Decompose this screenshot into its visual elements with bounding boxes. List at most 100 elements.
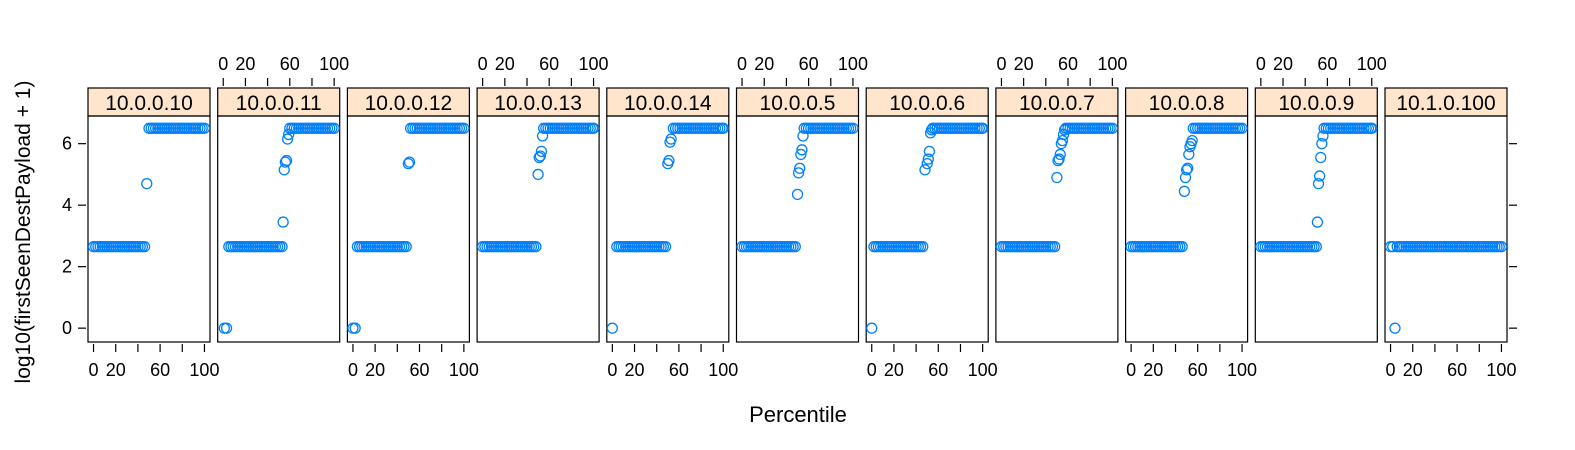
panel-10-0-0-5: 10.0.0.5 0 20 60 100 <box>735 54 868 343</box>
x-tick-label: 60 <box>539 54 559 74</box>
data-point <box>402 158 415 170</box>
data-point <box>1051 171 1063 184</box>
x-tick-label: 60 <box>1188 360 1208 380</box>
data-point <box>1052 154 1064 167</box>
x-tick-label: 20 <box>754 54 774 74</box>
x-tick-label: 20 <box>1014 54 1034 74</box>
data-point <box>977 122 989 134</box>
x-tick-label: 60 <box>280 54 300 74</box>
data-point <box>1315 151 1327 164</box>
data-point <box>218 322 231 334</box>
panel-plot-frame <box>476 115 600 343</box>
x-tick-label: 100 <box>1486 360 1516 380</box>
panel-strip-label: 10.0.0.6 <box>889 92 965 115</box>
panel-plot-frame <box>346 115 470 343</box>
data-point <box>138 241 151 253</box>
data-point <box>530 241 542 253</box>
data-point <box>1317 130 1329 142</box>
panel-strip-label: 10.0.0.9 <box>1278 92 1354 115</box>
panel-strip-label: 10.0.0.13 <box>494 92 582 115</box>
data-point <box>347 322 359 334</box>
x-tick-label: 60 <box>409 360 429 380</box>
x-tick-label: 100 <box>189 360 219 380</box>
panel-plot-frame <box>1254 115 1378 343</box>
panel-plot-frame <box>995 115 1119 343</box>
data-point <box>789 241 801 253</box>
x-tick-label: 20 <box>235 54 255 74</box>
points-group <box>995 122 1119 253</box>
y-axis: 0 2 4 6 <box>62 134 1517 338</box>
data-point <box>1182 162 1194 174</box>
x-tick-label: 60 <box>1447 360 1467 380</box>
x-tick-label: 100 <box>1357 54 1387 74</box>
x-tick-label: 20 <box>625 360 645 380</box>
points-group <box>736 122 859 253</box>
x-tick-label: 20 <box>1403 360 1423 380</box>
data-point <box>587 122 600 134</box>
x-tick-label: 20 <box>1143 360 1163 380</box>
panel-plot-frame <box>735 115 860 343</box>
panel-strip-label: 10.0.0.10 <box>105 92 193 115</box>
panel-strip-label: 10.0.0.5 <box>760 92 836 115</box>
x-tick-label: 0 <box>478 54 488 74</box>
x-tick-label: 60 <box>150 360 170 380</box>
x-tick-label: 0 <box>218 54 228 74</box>
data-point <box>279 156 292 168</box>
panel-plot-frame <box>1124 115 1249 343</box>
points-group <box>476 122 600 253</box>
panel-10-0-0-9: 10.0.0.9 0 20 60 100 <box>1254 54 1387 343</box>
data-point <box>606 322 618 334</box>
x-tick-label: 0 <box>737 54 747 74</box>
x-tick-label: 0 <box>607 360 617 380</box>
panel-strip <box>1384 87 1508 117</box>
data-point <box>1389 322 1401 334</box>
data-point <box>665 133 677 145</box>
data-point <box>794 162 806 174</box>
panel-strip <box>606 87 730 117</box>
points-group <box>218 122 340 334</box>
x-tick-label: 60 <box>799 54 819 74</box>
data-point <box>1056 134 1069 147</box>
data-point <box>659 241 672 253</box>
x-tick-label: 100 <box>1227 360 1257 380</box>
panel-10-1-0-100: 10.1.0.100 0 20 60 100 <box>1384 87 1516 380</box>
x-tick-label: 20 <box>495 54 515 74</box>
panel-plot-frame <box>865 115 989 343</box>
x-tick-label: 20 <box>365 360 385 380</box>
points-group <box>606 122 729 334</box>
panel-plot-frame <box>606 115 730 343</box>
panel-strip <box>217 87 341 117</box>
x-tick-label: 60 <box>669 360 689 380</box>
panel-strip-label: 10.0.0.8 <box>1149 92 1225 115</box>
data-point <box>328 122 340 134</box>
y-tick-label: 0 <box>62 318 72 338</box>
panel-strip <box>476 87 600 117</box>
panel-strip <box>735 87 860 117</box>
data-point <box>1495 241 1508 253</box>
data-point <box>847 122 859 134</box>
data-point <box>663 154 675 167</box>
panel-plot-frame <box>1384 115 1508 343</box>
data-point <box>141 177 153 190</box>
points-group <box>87 122 211 253</box>
data-point <box>717 122 729 134</box>
panel-10-0-0-11: 10.0.0.11 0 20 60 100 <box>217 54 349 343</box>
data-point <box>1316 138 1328 150</box>
x-tick-label: 60 <box>928 360 948 380</box>
data-point <box>534 150 546 162</box>
x-tick-label: 100 <box>708 360 738 380</box>
points-group <box>1125 122 1248 253</box>
panel-plot-frame <box>87 115 211 343</box>
data-point <box>1049 241 1061 253</box>
data-point <box>281 133 294 145</box>
data-point <box>283 128 295 141</box>
data-point <box>277 216 289 228</box>
x-tick-label: 100 <box>449 360 479 380</box>
panel-strip <box>1124 87 1249 117</box>
x-tick-label: 60 <box>1058 54 1078 74</box>
data-point <box>532 168 544 181</box>
data-point <box>1312 177 1325 190</box>
panel-10-0-0-7: 10.0.0.7 0 20 60 100 <box>995 54 1127 343</box>
points-group <box>1384 241 1508 334</box>
